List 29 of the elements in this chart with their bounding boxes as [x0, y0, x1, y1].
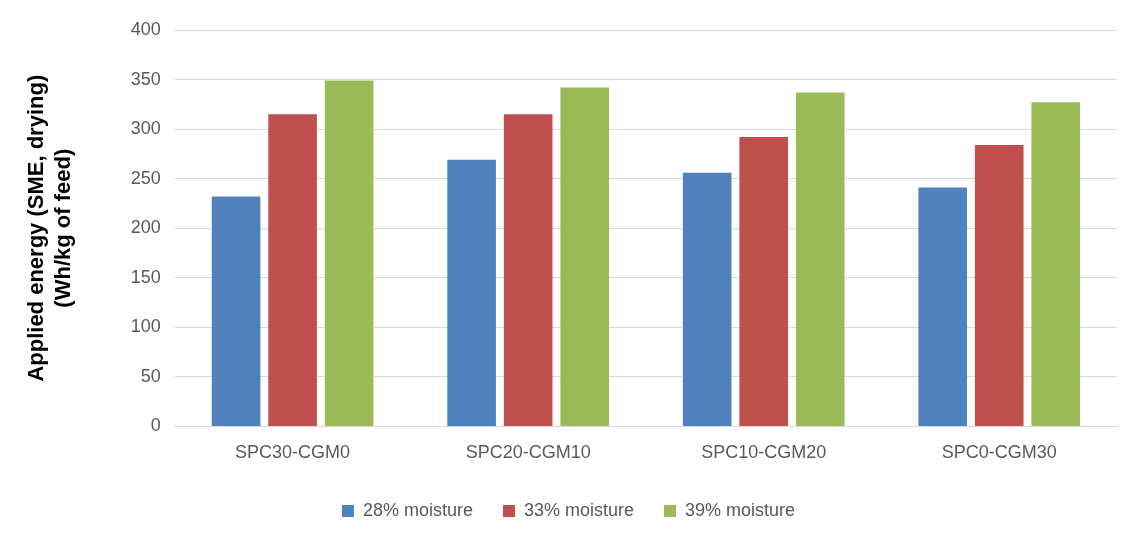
- y-tick-label: 50: [140, 365, 161, 386]
- y-tick-label: 0: [150, 415, 161, 436]
- bar: [918, 187, 968, 426]
- bar: [503, 114, 553, 426]
- y-tick-label: 200: [130, 217, 161, 238]
- legend-label: 33% moisture: [523, 499, 635, 520]
- y-axis-title: Applied energy (SME, drying) (Wh/kg of feed): [23, 74, 75, 382]
- y-tick-label: 250: [130, 167, 161, 188]
- x-tick-label: SPC0-CGM30: [941, 442, 1057, 463]
- bar: [447, 159, 496, 426]
- bar: [211, 196, 261, 426]
- bar: [682, 172, 732, 426]
- legend-label: 28% moisture: [362, 499, 473, 520]
- bar: [795, 92, 845, 426]
- x-tick-label: SPC10-CGM20: [701, 442, 827, 463]
- bar: [560, 87, 609, 426]
- x-tick-label: SPC20-CGM10: [465, 442, 591, 463]
- bar: [324, 80, 374, 426]
- y-tick-label: 100: [130, 316, 161, 337]
- bar: [1031, 102, 1081, 426]
- y-tick-label: 300: [130, 118, 161, 139]
- bar: [268, 114, 317, 426]
- legend-label: 39% moisture: [685, 499, 796, 520]
- bar: [974, 144, 1024, 426]
- y-tick-label: 150: [130, 266, 161, 287]
- y-tick-label: 400: [130, 18, 161, 39]
- y-tick-label: 350: [130, 68, 161, 89]
- x-tick-label: SPC30-CGM0: [235, 442, 351, 463]
- bar: [739, 137, 788, 426]
